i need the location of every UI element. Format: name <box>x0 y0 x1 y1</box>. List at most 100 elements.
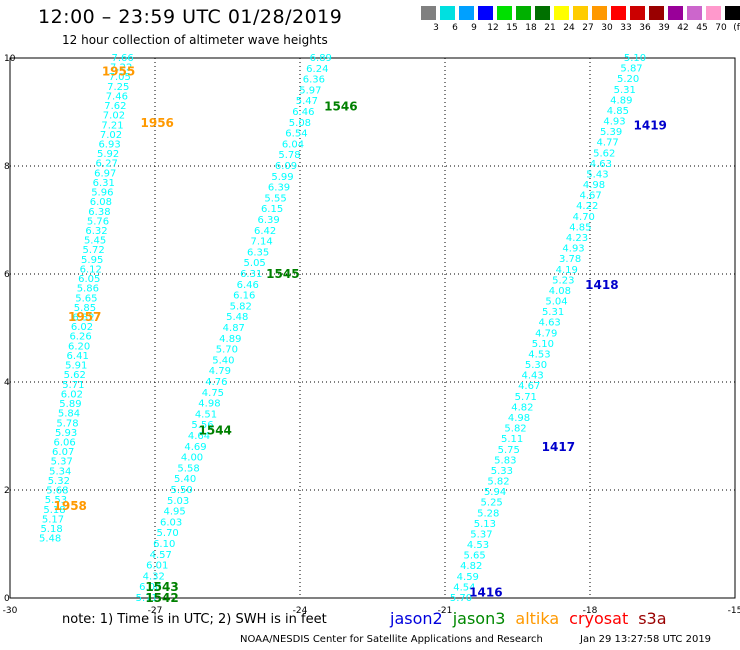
wave-height-value: 4.95 <box>164 507 186 518</box>
wave-height-value: 7.66 <box>112 53 134 64</box>
pass-time-label: 1417 <box>542 440 575 454</box>
x-tick-label: -21 <box>438 606 453 616</box>
wave-height-value: 6.32 <box>72 313 94 324</box>
scale-swatch <box>554 6 569 20</box>
wave-height-value: 5.76 <box>87 216 109 227</box>
wave-height-value: 4.98 <box>198 399 220 410</box>
wave-height-value: 4.63 <box>590 159 612 170</box>
wave-height-value: 5.28 <box>477 508 499 519</box>
wave-height-value: 4.32 <box>143 571 165 582</box>
wave-height-value: 5.94 <box>484 487 506 498</box>
wave-height-value: 5.10 <box>532 339 554 350</box>
wave-height-value: 6.04 <box>282 139 304 150</box>
wave-height-value: 4.98 <box>583 180 605 191</box>
wave-height-value: 6.89 <box>310 53 332 64</box>
wave-height-value: 6.32 <box>85 226 107 237</box>
wave-height-value: 4.76 <box>205 377 227 388</box>
chart-title: 12:00 – 23:59 UTC 01/28/2019 <box>38 6 343 28</box>
timestamp-text: Jan 29 13:27:58 UTC 2019 <box>580 634 712 645</box>
wave-height-value: 5.62 <box>64 370 86 381</box>
wave-height-value: 5.05 <box>244 258 266 269</box>
wave-height-value: 4.77 <box>597 138 619 149</box>
wave-height-value: 5.83 <box>494 455 516 466</box>
wave-height-value: 5.93 <box>55 428 77 439</box>
scale-label: 21 <box>544 23 556 33</box>
wave-height-value: 5.40 <box>174 474 196 485</box>
scale-label: 24 <box>563 23 575 33</box>
wave-height-value: 5.91 <box>65 361 87 372</box>
wave-height-value: 6.24 <box>306 64 328 75</box>
scale-label: 33 <box>620 23 632 33</box>
wave-height-value: 4.63 <box>539 318 561 329</box>
wave-height-value: 5.70 <box>216 345 238 356</box>
wave-height-value: 4.79 <box>209 366 231 377</box>
wave-height-value: 5.48 <box>39 534 61 545</box>
wave-height-value: 6.06 <box>54 437 76 448</box>
wave-height-value: 5.33 <box>491 466 513 477</box>
scale-swatch <box>706 6 721 20</box>
scale-swatch <box>687 6 702 20</box>
wave-height-value: 7.62 <box>104 101 126 112</box>
scale-label: 15 <box>506 23 518 33</box>
pass-time-label: 1416 <box>469 586 502 600</box>
wave-height-value: 5.55 <box>264 193 286 204</box>
wave-height-value: 6.26 <box>69 332 91 343</box>
wave-height-value: 5.71 <box>62 380 84 391</box>
wave-height-value: 5.45 <box>84 236 106 247</box>
wave-height-value: 5.82 <box>487 477 509 488</box>
wave-height-value: 4.89 <box>219 334 241 345</box>
wave-height-value: 4.51 <box>195 409 217 420</box>
wave-height-value: 4.67 <box>579 191 601 202</box>
wave-height-value: 4.19 <box>556 265 578 276</box>
wave-height-value: 6.39 <box>268 183 290 194</box>
scale-swatch <box>516 6 531 20</box>
wave-height-value: 5.31 <box>542 307 564 318</box>
wave-height-value: 6.00 <box>139 582 161 593</box>
wave-height-value: 4.82 <box>460 561 482 572</box>
wave-height-value: 4.43 <box>521 371 543 382</box>
scale-label: 12 <box>487 23 499 33</box>
scale-label: 36 <box>639 23 651 33</box>
wave-height-value: 4.85 <box>607 106 629 117</box>
wave-height-value: 4.00 <box>181 453 203 464</box>
wave-height-value: 6.54 <box>285 129 307 140</box>
scale-swatch <box>440 6 455 20</box>
y-tick-label: 10 <box>4 54 16 64</box>
wave-height-value: 4.23 <box>566 233 588 244</box>
wave-height-value: 5.68 <box>46 486 68 497</box>
scale-label: 39 <box>658 23 670 33</box>
wave-height-value: 6.09 <box>275 161 297 172</box>
wave-height-value: 4.57 <box>150 550 172 561</box>
wave-height-value: 6.41 <box>67 351 89 362</box>
wave-height-value: 7.21 <box>101 120 123 131</box>
wave-height-value: 6.15 <box>261 204 283 215</box>
wave-height-value: 4.67 <box>518 381 540 392</box>
wave-height-value: 5.03 <box>167 496 189 507</box>
scale-swatch <box>421 6 436 20</box>
wave-height-value: 5.53 <box>45 495 67 506</box>
scale-label: 42 <box>677 23 689 33</box>
chart-subtitle: 12 hour collection of altimeter wave hei… <box>62 33 328 47</box>
legend-altika: altika <box>515 609 560 628</box>
legend-jason2: jason2 <box>390 609 443 628</box>
pass-time-label: 1542 <box>145 591 178 605</box>
wave-height-value: 4.79 <box>535 328 557 339</box>
wave-height-value: 4.59 <box>457 572 479 583</box>
wave-height-value: 5.62 <box>593 148 615 159</box>
wave-height-value: 6.10 <box>153 539 175 550</box>
pass-time-label: 1958 <box>54 499 87 513</box>
scale-label: 45 <box>696 23 708 33</box>
wave-height-value: 6.02 <box>71 322 93 333</box>
wave-height-value: 4.64 <box>188 431 210 442</box>
scale-label: 6 <box>452 23 458 33</box>
wave-height-value: 5.97 <box>299 85 321 96</box>
wave-height-value: 4.69 <box>184 442 206 453</box>
wave-height-value: 5.92 <box>97 149 119 160</box>
wave-height-value: 7.14 <box>251 237 273 248</box>
wave-height-value: 5.43 <box>586 169 608 180</box>
scale-swatch <box>668 6 683 20</box>
wave-height-value: 5.31 <box>614 85 636 96</box>
wave-height-value: 6.31 <box>93 178 115 189</box>
wave-height-value: 6.07 <box>52 447 74 458</box>
